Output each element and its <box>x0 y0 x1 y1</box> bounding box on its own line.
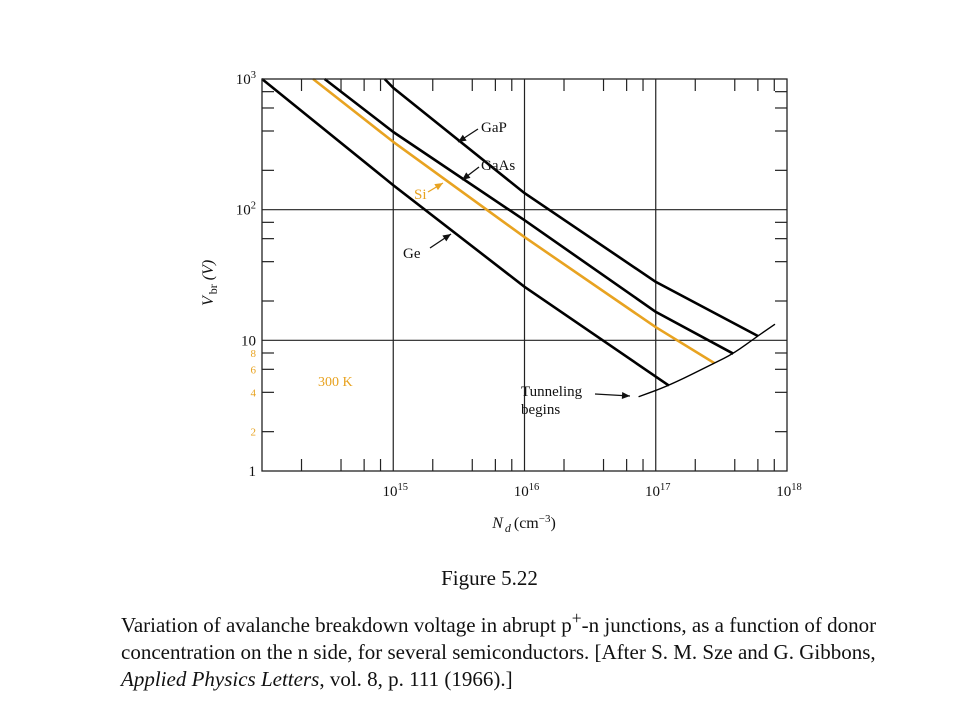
tick-label: 8 <box>251 348 257 360</box>
breakdown-voltage-chart: 1015 1016 1017 1018 1 2 4 6 810 102 103 N d (cm−3) Vbr… <box>200 70 802 535</box>
tick-label: 102 <box>236 201 256 219</box>
tick-label: 103 <box>236 70 256 88</box>
data-series <box>261 77 776 398</box>
tick-label: 1017 <box>645 482 671 500</box>
caption-superscript: + <box>571 608 582 628</box>
label-gaas: GaAs <box>481 158 515 174</box>
arrow-icon <box>434 183 443 191</box>
tick-label: 10 <box>241 333 256 349</box>
annotations: GaP GaAs Si Ge 300 K Tunneling begins <box>318 120 631 418</box>
label-gap: GaP <box>481 120 507 136</box>
tick-label: 2 <box>251 427 257 439</box>
y-axis-title: Vbr(V) <box>200 260 220 306</box>
series-si-line <box>312 77 716 365</box>
arrow-icon <box>621 392 630 400</box>
series-gaas-line <box>323 77 734 355</box>
plot-frame <box>261 78 788 472</box>
label-ge: Ge <box>403 246 421 262</box>
caption-part-2: -n junctions, as a function of donor con… <box>121 613 877 664</box>
tick-label: 1016 <box>514 482 540 500</box>
label-temperature: 300 K <box>318 375 353 390</box>
caption-part-3: , vol. 8, p. 111 (1966).] <box>319 667 513 691</box>
label-si: Si <box>414 187 427 203</box>
arrow-icon <box>442 234 451 242</box>
figure-title: Figure 5.22 <box>441 566 538 590</box>
figure-caption: Variation of avalanche breakdown voltage… <box>121 605 921 693</box>
caption-part-1: Variation of avalanche breakdown voltage… <box>121 613 572 637</box>
tick-label: 6 <box>251 364 257 376</box>
axis-ticks <box>262 79 787 471</box>
axis-labels: 1015 1016 1017 1018 1 2 4 6 810 102 103 N d (cm−3) Vbr… <box>200 70 802 535</box>
series-ge-line <box>261 77 670 387</box>
tick-label: 4 <box>251 387 257 399</box>
arrow-icon <box>462 172 471 180</box>
series-tunneling-begins-line <box>638 323 776 398</box>
label-tunneling: Tunneling <box>521 384 583 400</box>
tick-label: 1 <box>249 464 257 480</box>
tick-label: 1015 <box>383 482 409 500</box>
tick-label: 1018 <box>776 482 802 500</box>
grid <box>262 79 787 471</box>
arrow-icon <box>458 134 467 142</box>
series-gap-line <box>383 78 759 338</box>
label-tunneling-begins: begins <box>521 402 560 418</box>
journal-name: Applied Physics Letters <box>121 667 320 691</box>
